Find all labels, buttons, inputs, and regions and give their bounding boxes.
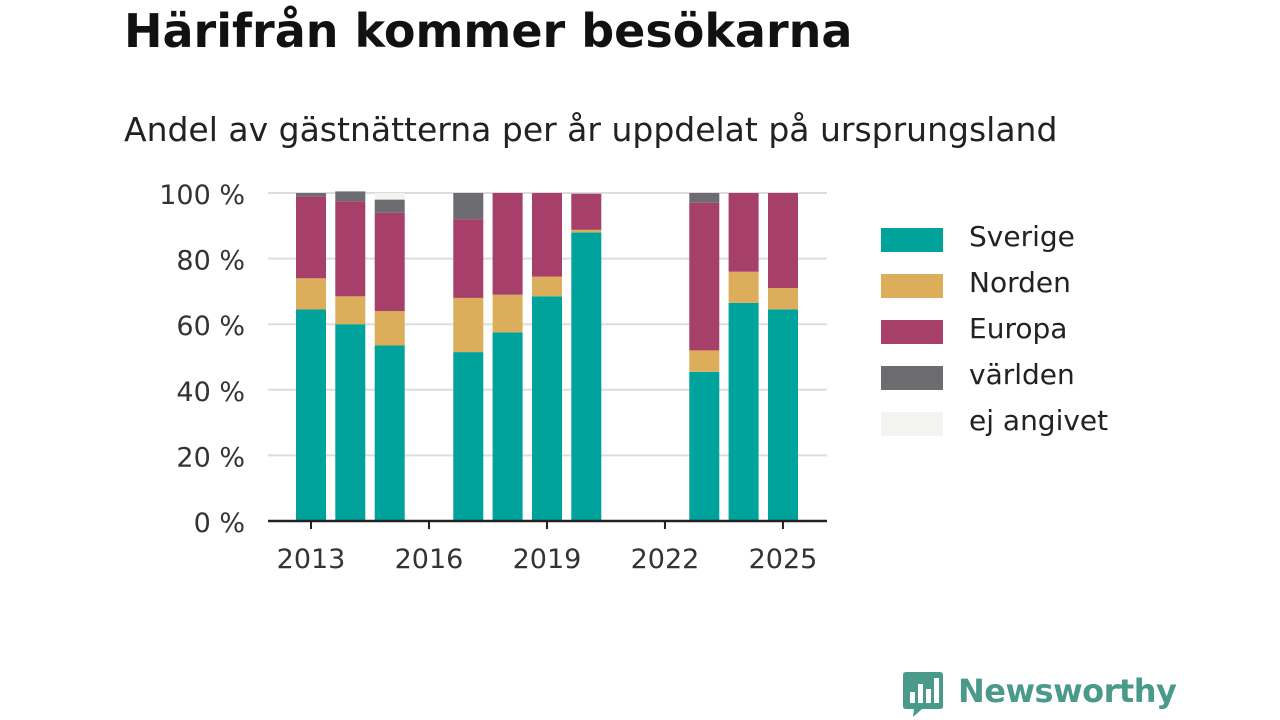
bar-segment — [453, 352, 484, 521]
y-tick-label: 0 % — [194, 508, 245, 539]
y-tick-label: 60 % — [176, 311, 245, 342]
x-tick-label: 2016 — [395, 544, 464, 575]
bar-segment — [296, 196, 326, 279]
x-tick-label: 2013 — [277, 544, 346, 575]
legend-swatch-sverige — [881, 228, 943, 252]
newsworthy-logo: Newsworthy — [902, 670, 1177, 720]
bar-segment — [689, 193, 720, 203]
legend-label-norden: Norden — [969, 266, 1071, 299]
legend-swatch-norden — [881, 274, 943, 298]
legend-label-ej-angivet: ej angivet — [969, 404, 1109, 437]
bar-segment — [374, 345, 405, 521]
bar-segment — [492, 294, 523, 333]
x-axis-labels: 2013 2016 2019 2022 2025 — [277, 544, 818, 575]
bar-segment — [335, 191, 366, 202]
legend-label-sverige: Sverige — [969, 220, 1075, 253]
bar-segment — [689, 350, 720, 372]
legend-label-europa: Europa — [969, 312, 1068, 345]
bar-segment — [492, 193, 523, 295]
y-tick-label: 20 % — [176, 442, 245, 473]
y-tick-label: 100 % — [159, 180, 245, 211]
legend-label-varlden: världen — [969, 358, 1075, 391]
bar-segment — [768, 288, 798, 310]
x-axis — [268, 519, 827, 529]
chart-subtitle: Andel av gästnätterna per år uppdelat på… — [124, 110, 1058, 149]
legend-swatch-europa — [881, 320, 943, 344]
bar-segment — [374, 311, 405, 346]
bar-segment — [768, 193, 798, 289]
x-tick-label: 2022 — [631, 544, 700, 575]
bar-segment — [532, 193, 562, 277]
bar-segment — [296, 309, 326, 521]
bar-segment — [335, 296, 366, 325]
y-tick-label: 40 % — [176, 377, 245, 408]
bar-segment — [532, 296, 562, 521]
y-axis-labels: 0 % 20 % 40 % 60 % 80 % 100 % — [159, 180, 245, 539]
bar-segment — [296, 193, 326, 197]
bar-segment — [571, 193, 602, 230]
bar-segment — [296, 278, 326, 310]
bar-segment — [453, 193, 484, 220]
bar-segment — [728, 193, 759, 272]
bar-segment — [374, 193, 405, 200]
legend-swatch-ej-angivet — [881, 412, 943, 436]
bar-segment — [571, 232, 602, 521]
bar-segment — [728, 271, 759, 303]
bar-segment — [374, 212, 405, 312]
bar-segment — [453, 298, 484, 353]
bar-segment — [492, 332, 523, 521]
bar-segment — [768, 309, 798, 521]
y-tick-label: 80 % — [176, 246, 245, 277]
bars — [296, 191, 798, 521]
bar-segment — [532, 276, 562, 297]
bar-segment — [728, 302, 759, 521]
bar-segment — [689, 202, 720, 351]
bar-segment — [335, 324, 366, 521]
bar-segment — [571, 229, 602, 233]
newsworthy-chart-bubble-icon — [903, 672, 943, 717]
brand-name: Newsworthy — [958, 672, 1177, 710]
legend-swatch-varlden — [881, 366, 943, 390]
bar-segment — [374, 199, 405, 213]
chart-title: Härifrån kommer besökarna — [124, 4, 853, 58]
x-tick-label: 2019 — [513, 544, 582, 575]
bar-segment — [689, 371, 720, 521]
x-tick-label: 2025 — [749, 544, 818, 575]
bar-segment — [453, 219, 484, 298]
bar-segment — [335, 201, 366, 297]
